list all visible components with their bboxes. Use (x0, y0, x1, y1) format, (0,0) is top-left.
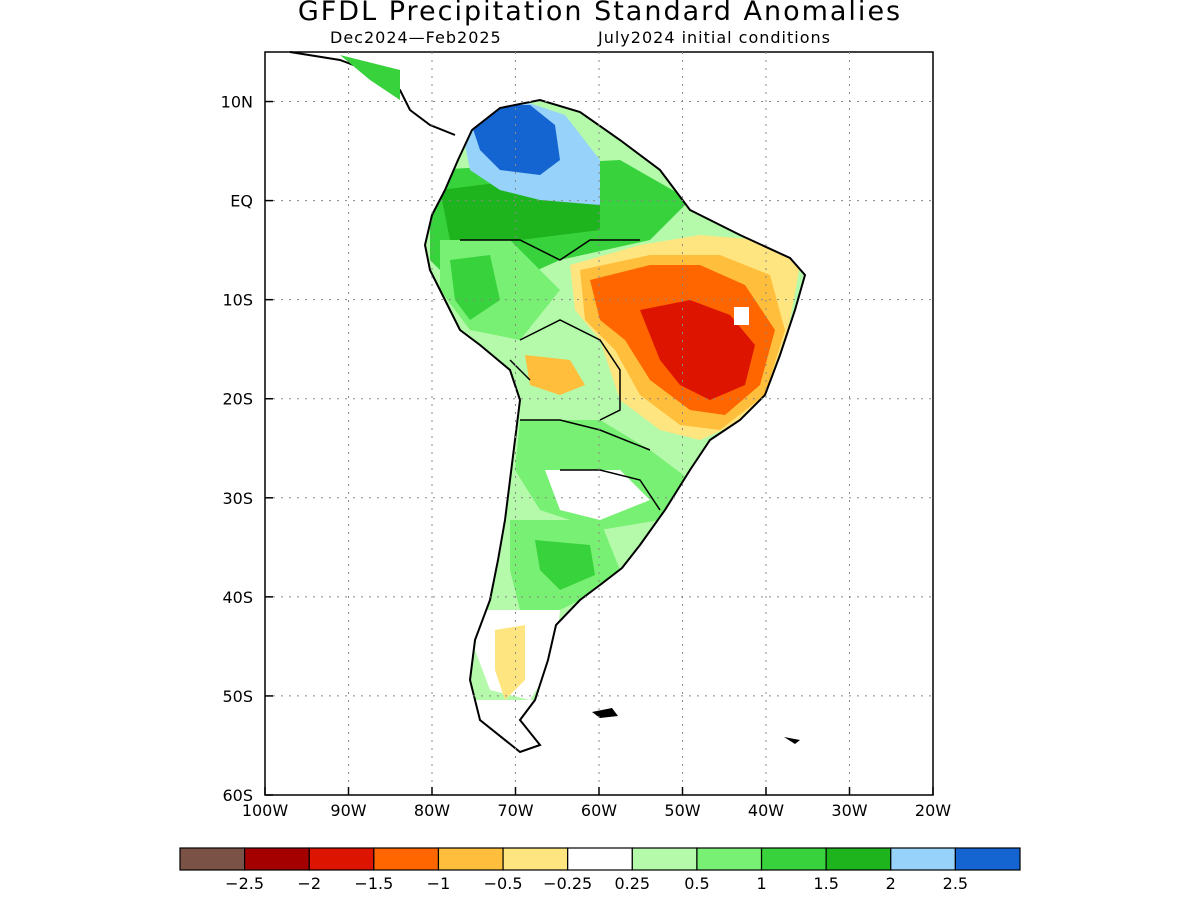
chart-title: GFDL Precipitation Standard Anomalies (297, 0, 903, 27)
lon-tick-label: 40W (748, 801, 784, 820)
lon-tick-label: 100W (242, 801, 289, 820)
map-axes: 100W 90W 80W 70W 60W 50W 40W 30W 20W 10N EQ 10S 20S 3… (221, 93, 952, 820)
colorbar-label: 1 (756, 874, 766, 893)
colorbar-swatch (308, 847, 375, 871)
south-georgia (784, 737, 800, 744)
lon-tick-label: 80W (414, 801, 450, 820)
falkland-islands (592, 708, 618, 718)
colorbar-swatch (179, 847, 246, 871)
lon-tick-label: 70W (497, 801, 533, 820)
colorbar-swatch (890, 847, 956, 871)
colorbar-label: 2.5 (943, 874, 968, 893)
colorbar-swatch (437, 847, 504, 871)
coastline (423, 98, 807, 754)
lon-tick-label: 30W (831, 801, 867, 820)
lon-tick-label: 50W (664, 801, 700, 820)
colorbar-label: −1.5 (354, 874, 393, 893)
colorbar-label: 0.5 (684, 874, 709, 893)
forecast-period: Dec2024—Feb2025 (330, 28, 502, 47)
colorbar-swatch (760, 847, 827, 871)
colorbar-swatch (631, 847, 698, 871)
lat-tick-label: 40S (222, 588, 253, 607)
lon-tick-label: 90W (330, 801, 366, 820)
lat-tick-label: 20S (222, 390, 253, 409)
lat-tick-label: 10S (222, 291, 253, 310)
colorbar-label: 1.5 (813, 874, 838, 893)
lat-tick-label: 10N (221, 93, 253, 112)
colorbar-swatch (244, 847, 310, 871)
lon-tick-label: 20W (915, 801, 951, 820)
colorbar-label: −2.5 (225, 874, 264, 893)
lat-tick-label: 60S (222, 786, 253, 805)
colorbar-swatch (696, 847, 763, 871)
colorbar-label: 2 (886, 874, 896, 893)
colorbar-swatch (567, 847, 633, 871)
colorbar-label: 0.25 (614, 874, 650, 893)
colorbar-label: −0.5 (484, 874, 523, 893)
colorbar-swatch (825, 847, 892, 871)
initial-conditions: July2024 initial conditions (598, 28, 831, 47)
colorbar-label: −0.25 (543, 874, 592, 893)
lon-tick-label: 60W (581, 801, 617, 820)
colorbar-swatch (502, 847, 569, 871)
central-america-fill (340, 55, 400, 100)
colorbar-label: −1 (427, 874, 451, 893)
lat-tick-label: EQ (230, 192, 253, 211)
lat-tick-label: 50S (222, 687, 253, 706)
lat-tick-label: 30S (222, 489, 253, 508)
colorbar-label: −2 (297, 874, 321, 893)
colorbar-swatch (373, 847, 440, 871)
country-borders (460, 239, 661, 511)
colorbar-swatch (954, 847, 1021, 871)
